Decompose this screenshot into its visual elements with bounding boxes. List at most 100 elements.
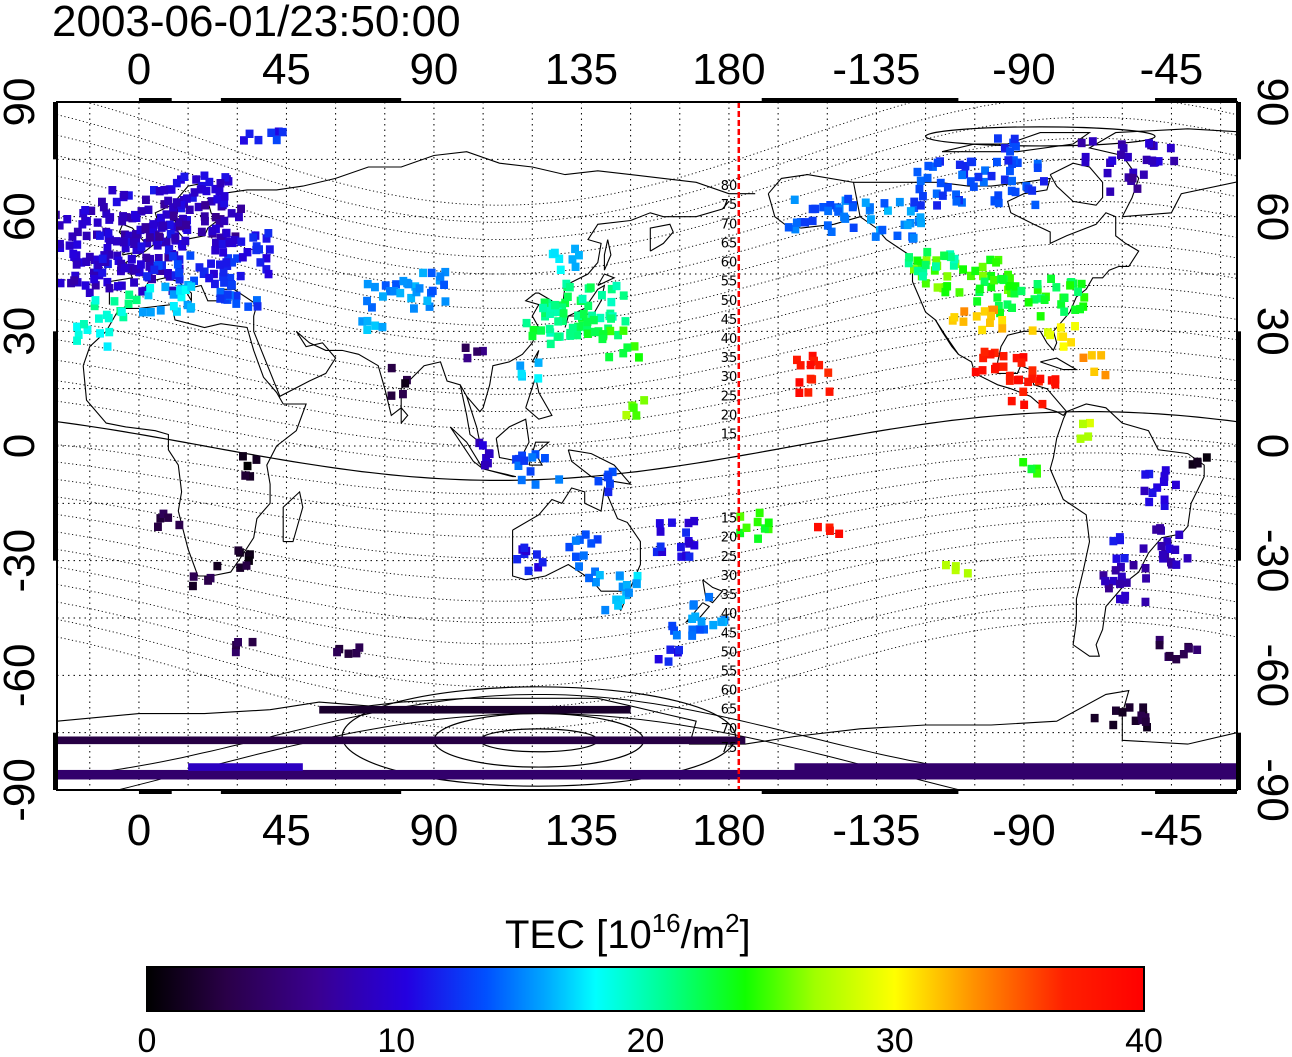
tec-cell [518,451,526,460]
tec-cell [981,166,989,175]
colorbar-tick-label: 30 [876,1022,914,1057]
tec-cell [228,258,237,267]
tec-cell [618,582,627,591]
tec-cell [183,225,192,234]
mlat-label: 55 [721,665,738,680]
tec-cell [1030,295,1039,304]
tec-cell [73,227,82,237]
tec-cell [83,217,91,226]
tec-cell [605,352,614,362]
tec-cell [1167,558,1175,567]
tec-cell [685,552,694,561]
tec-cell [165,220,174,229]
lat-tick-left: 90 [0,78,44,127]
tec-cell [239,452,247,461]
tec-cell [407,293,416,303]
tec-cell [867,215,875,224]
tec-cell [1157,541,1166,551]
tec-cell [219,272,228,281]
tec-cell [1067,338,1075,347]
tec-cell [1153,483,1162,492]
tec-cell [804,388,813,397]
tec-cell [1109,720,1118,730]
tec-cell [41,265,49,273]
mlat-label: 45 [721,626,738,641]
tec-cell [363,296,371,306]
tec-cell [1141,597,1150,607]
tec-cell [144,290,153,300]
tec-cell [784,223,793,232]
tec-cell [615,571,624,580]
tec-cell [630,342,639,351]
tec-cell [588,311,596,320]
tec-cell [333,647,341,657]
lon-tick-top: 0 [127,45,151,94]
tec-cell [441,297,450,306]
tec-cell [72,260,81,269]
tec-cell [675,645,683,655]
lat-tick-left: 0 [0,434,44,458]
tec-cell [241,471,250,480]
tec-cell [71,271,80,281]
tec-cell [143,239,152,248]
mlat-label: 50 [721,294,738,309]
tec-cell [381,281,390,290]
tec-cell [390,287,399,296]
mlat-contour [57,116,1237,241]
tec-cell [98,197,106,207]
tec-cell [929,162,937,171]
tec-cell [806,374,815,384]
tec-cell [190,276,198,285]
tec-cell [103,277,112,287]
tec-cell [155,232,164,241]
tec-cell [994,134,1002,143]
tec-cell [344,649,353,658]
tec-cell [1148,488,1157,497]
tec-cell [194,202,203,212]
mlat-label: 20 [721,408,738,423]
tec-cell [253,296,261,305]
mlat-label: 15 [721,512,738,527]
tec-cell [222,228,231,238]
mlat-contour [57,102,1237,223]
tec-cell [149,220,158,229]
tec-cell [1012,353,1021,363]
tec-cell [1028,374,1037,383]
tec-cell [790,195,799,204]
tec-cell [461,343,470,352]
tec-cell [973,297,982,306]
tec-cell [598,334,607,344]
tec-cell [880,199,889,208]
tec-cell [568,255,577,264]
tec-cell [252,245,261,255]
tec-cell [656,542,665,551]
tec-cell [399,389,407,399]
tec-cell [68,232,77,241]
tec-cell [103,342,112,351]
mlat-label: 75 [721,741,738,756]
tec-cell [585,573,593,583]
tec-cell [205,177,214,187]
tec-cell [211,184,220,194]
tec-cell [583,317,592,327]
tec-cell [994,302,1003,311]
tec-cell [125,231,134,240]
tec-cell [517,475,526,485]
tec-cell [998,275,1007,284]
tec-cell [1112,706,1120,715]
tec-cell [478,441,487,450]
tec-cell [921,279,930,288]
lon-tick-bottom: -45 [1140,806,1204,855]
tec-cell [173,307,181,316]
tec-cell [112,197,121,207]
tec-cell [924,161,933,171]
tec-cell [950,313,959,322]
tec-cell [840,212,848,221]
tec-cell [125,290,134,299]
tec-cell [685,539,694,548]
tec-cell [1145,139,1153,148]
tec-cell [654,655,663,664]
frame-bar-left [53,732,58,790]
lon-tick-top: 135 [545,45,618,94]
tec-cell [216,179,225,188]
